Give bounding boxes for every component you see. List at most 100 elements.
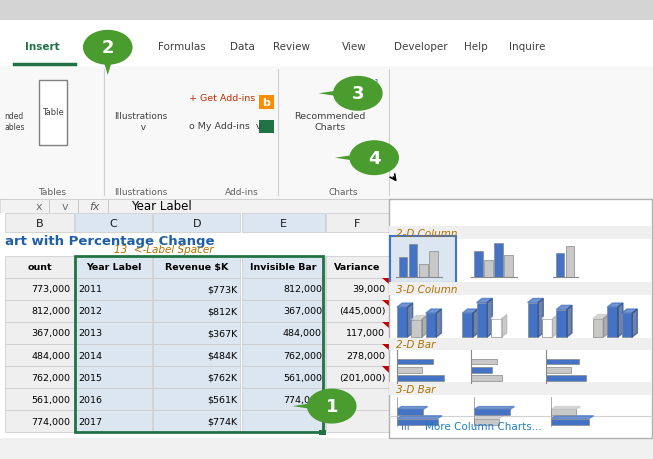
Text: b: b — [263, 98, 270, 108]
Polygon shape — [487, 299, 492, 337]
Text: Inquire: Inquire — [509, 42, 546, 52]
FancyBboxPatch shape — [242, 300, 325, 322]
FancyBboxPatch shape — [259, 121, 274, 134]
Text: $484K: $484K — [207, 351, 237, 360]
Polygon shape — [462, 309, 478, 313]
Polygon shape — [474, 407, 515, 409]
Polygon shape — [382, 278, 389, 285]
FancyBboxPatch shape — [242, 256, 325, 278]
Polygon shape — [607, 303, 623, 308]
FancyBboxPatch shape — [542, 319, 552, 337]
Text: 2011: 2011 — [78, 285, 103, 294]
Text: 812,000: 812,000 — [283, 285, 322, 294]
Text: 762,000: 762,000 — [283, 351, 322, 360]
Text: $367K: $367K — [207, 329, 237, 338]
FancyBboxPatch shape — [504, 256, 513, 278]
Text: 367,000: 367,000 — [31, 329, 71, 338]
FancyBboxPatch shape — [75, 256, 152, 278]
Polygon shape — [104, 63, 112, 76]
Text: x: x — [36, 202, 42, 212]
Text: 2017: 2017 — [78, 417, 103, 426]
Text: 561,000: 561,000 — [31, 395, 71, 404]
FancyBboxPatch shape — [5, 256, 74, 278]
FancyBboxPatch shape — [326, 214, 389, 232]
Text: View: View — [342, 42, 367, 52]
Text: 2: 2 — [101, 39, 114, 57]
Text: Data: Data — [231, 42, 255, 52]
Polygon shape — [567, 306, 572, 337]
FancyBboxPatch shape — [242, 344, 325, 366]
Text: 2013: 2013 — [78, 329, 103, 338]
Text: 2-D Column: 2-D Column — [396, 228, 457, 238]
FancyBboxPatch shape — [242, 388, 325, 410]
FancyBboxPatch shape — [389, 338, 652, 350]
FancyBboxPatch shape — [397, 359, 433, 364]
Polygon shape — [319, 91, 337, 97]
FancyBboxPatch shape — [551, 419, 589, 425]
Text: Recommended
Charts: Recommended Charts — [294, 112, 366, 131]
FancyBboxPatch shape — [397, 375, 444, 381]
FancyBboxPatch shape — [474, 409, 510, 415]
Text: 2015: 2015 — [78, 373, 103, 382]
Polygon shape — [426, 309, 441, 313]
Text: 3-D Bar: 3-D Bar — [396, 384, 435, 394]
Text: 561,000: 561,000 — [283, 373, 322, 382]
FancyBboxPatch shape — [75, 278, 152, 300]
Text: Review: Review — [274, 42, 310, 52]
Polygon shape — [502, 315, 507, 337]
Text: 13  <-Label Spacer: 13 <-Label Spacer — [114, 245, 214, 255]
Text: F: F — [355, 218, 360, 228]
Polygon shape — [552, 315, 558, 337]
Polygon shape — [622, 309, 637, 313]
FancyBboxPatch shape — [390, 236, 456, 283]
FancyBboxPatch shape — [546, 359, 579, 364]
Text: Invisible Bar: Invisible Bar — [250, 263, 317, 272]
FancyBboxPatch shape — [153, 322, 240, 344]
FancyBboxPatch shape — [419, 265, 428, 278]
Text: Illustrations
  v: Illustrations v — [114, 112, 167, 131]
Polygon shape — [422, 316, 427, 337]
Text: Add-ins: Add-ins — [225, 187, 259, 196]
Polygon shape — [407, 303, 413, 337]
FancyBboxPatch shape — [319, 430, 326, 435]
Text: 2-D Bar: 2-D Bar — [396, 339, 435, 349]
FancyBboxPatch shape — [593, 319, 603, 337]
FancyBboxPatch shape — [5, 344, 74, 366]
FancyBboxPatch shape — [153, 344, 240, 366]
Text: 484,000: 484,000 — [31, 351, 71, 360]
Text: Formulas: Formulas — [157, 42, 206, 52]
Polygon shape — [528, 299, 543, 303]
Text: $561K: $561K — [207, 395, 237, 404]
Text: $812K: $812K — [207, 307, 237, 316]
Text: B: B — [36, 218, 43, 228]
FancyBboxPatch shape — [0, 21, 653, 67]
Polygon shape — [491, 315, 507, 319]
FancyBboxPatch shape — [397, 367, 422, 373]
Polygon shape — [397, 407, 428, 409]
Polygon shape — [556, 306, 572, 310]
FancyBboxPatch shape — [5, 410, 74, 432]
Text: fx: fx — [89, 202, 100, 212]
FancyBboxPatch shape — [556, 310, 567, 337]
Text: 3: 3 — [351, 85, 364, 103]
FancyBboxPatch shape — [153, 410, 240, 432]
Text: Year Label: Year Label — [131, 200, 191, 213]
FancyBboxPatch shape — [75, 366, 152, 388]
Text: Developer: Developer — [394, 42, 448, 52]
FancyBboxPatch shape — [556, 254, 564, 278]
FancyBboxPatch shape — [5, 322, 74, 344]
FancyBboxPatch shape — [153, 300, 240, 322]
FancyBboxPatch shape — [75, 214, 152, 232]
Polygon shape — [538, 299, 543, 337]
FancyBboxPatch shape — [477, 303, 487, 337]
FancyBboxPatch shape — [0, 214, 389, 438]
FancyBboxPatch shape — [242, 322, 325, 344]
Text: 278,000: 278,000 — [346, 351, 385, 360]
Text: 367,000: 367,000 — [283, 307, 322, 316]
Polygon shape — [397, 303, 413, 308]
FancyBboxPatch shape — [75, 300, 152, 322]
Polygon shape — [477, 299, 492, 303]
Text: $762K: $762K — [207, 373, 237, 382]
Text: 812,000: 812,000 — [31, 307, 71, 316]
Circle shape — [349, 141, 399, 176]
